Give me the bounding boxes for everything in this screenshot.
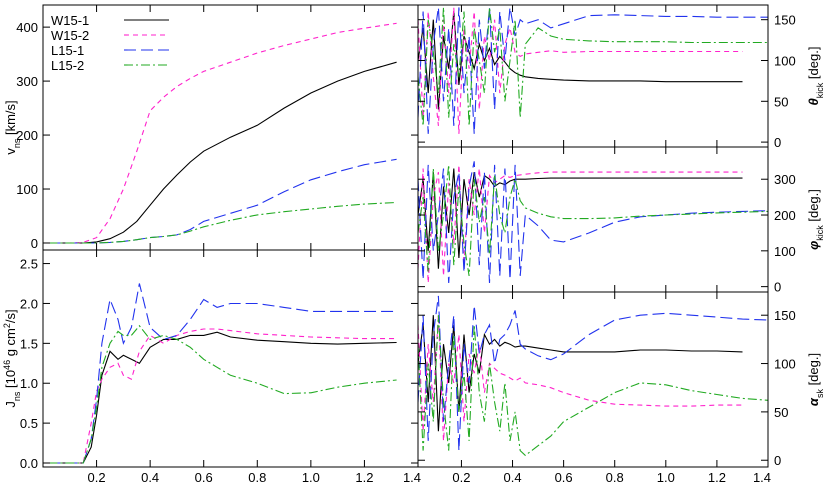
y-label-part: [deg.] bbox=[806, 47, 821, 83]
legend-label: W15-2 bbox=[51, 28, 89, 43]
series-line bbox=[48, 283, 397, 464]
series-line bbox=[418, 315, 768, 457]
y-axis-label: θkick [deg.] bbox=[806, 47, 825, 106]
y-label-part: v bbox=[3, 148, 18, 155]
y-label-part: sk bbox=[815, 389, 825, 399]
y-tick-label: 0.0 bbox=[20, 456, 38, 471]
series-line bbox=[418, 7, 768, 134]
y-label-part: /s] bbox=[3, 309, 18, 323]
panel: 0.00.51.01.52.02.50.20.40.60.81.01.21.4t… bbox=[2, 249, 421, 485]
y-label-part: [km/s] bbox=[3, 100, 18, 138]
x-tick-label: 1.0 bbox=[657, 470, 675, 485]
y-tick-label: 0 bbox=[774, 453, 781, 468]
y-label-part: g cm bbox=[3, 328, 18, 360]
x-tick-label: 0.4 bbox=[503, 470, 521, 485]
y-label-part: ns bbox=[12, 138, 22, 148]
legend-label: L15-1 bbox=[51, 43, 84, 58]
x-tick-label: 0.2 bbox=[88, 470, 106, 485]
series-line bbox=[418, 164, 743, 284]
y-tick-label: 100 bbox=[774, 357, 796, 372]
x-tick-label: 0.2 bbox=[452, 470, 470, 485]
legend-label: W15-1 bbox=[51, 13, 89, 28]
series-line bbox=[48, 324, 397, 464]
series-line bbox=[48, 158, 397, 244]
x-tick-label: 1.4 bbox=[753, 470, 771, 485]
x-tick-label: 1.2 bbox=[355, 470, 373, 485]
y-tick-label: 150 bbox=[774, 13, 796, 28]
x-tick-label: 0.8 bbox=[606, 470, 624, 485]
y-label-part: α bbox=[806, 397, 821, 406]
panel: 0 100 200 300 400 vns [km/s] W15-1W15-2L15-1L1… bbox=[3, 4, 419, 251]
y-tick-label: 1.0 bbox=[20, 376, 38, 391]
y-label-part: kick bbox=[815, 82, 825, 98]
x-tick-label: 0.6 bbox=[555, 470, 573, 485]
y-tick-label: 50 bbox=[774, 94, 788, 109]
legend-label: L15-2 bbox=[51, 58, 84, 73]
y-tick-label: 100 bbox=[774, 53, 796, 68]
y-tick-label: 300 bbox=[774, 172, 796, 187]
series-line bbox=[418, 7, 743, 134]
y-label-part: 2 bbox=[2, 323, 12, 328]
y-axis-label: αsk [deg.] bbox=[806, 353, 825, 406]
panel: 0 100 200 300 φkick [deg.] bbox=[417, 146, 825, 295]
y-tick-label: 150 bbox=[774, 308, 796, 323]
panel-frame bbox=[417, 146, 769, 293]
y-tick-label: 200 bbox=[16, 128, 38, 143]
series-line bbox=[48, 331, 397, 464]
x-tick-label: 1.0 bbox=[302, 470, 320, 485]
series-line bbox=[48, 201, 397, 244]
y-label-part: θ bbox=[806, 98, 821, 105]
y-label-part: [deg.] bbox=[806, 353, 821, 389]
y-label-part: ns bbox=[12, 391, 22, 401]
series-line bbox=[418, 161, 768, 284]
series-line bbox=[418, 164, 768, 276]
y-tick-label: 50 bbox=[774, 405, 788, 420]
y-label-part: 46 bbox=[2, 360, 12, 370]
y-tick-label: 400 bbox=[16, 20, 38, 35]
panel-frame bbox=[417, 4, 769, 148]
y-axis-label: φkick [deg.] bbox=[806, 189, 825, 250]
y-tick-label: 300 bbox=[16, 74, 38, 89]
y-tick-label: 0 bbox=[774, 135, 781, 150]
y-label-part: [10 bbox=[3, 370, 18, 392]
y-label-part: J bbox=[3, 401, 18, 408]
x-tick-label: 0.6 bbox=[195, 470, 213, 485]
y-label-part: [deg.] bbox=[806, 189, 821, 225]
series-line bbox=[418, 11, 743, 110]
y-tick-label: 1.5 bbox=[20, 336, 38, 351]
series-line bbox=[48, 61, 397, 244]
y-tick-label: 0 bbox=[774, 280, 781, 295]
y-tick-label: 100 bbox=[16, 182, 38, 197]
series-line bbox=[48, 328, 397, 464]
y-axis-label: vns [km/s] bbox=[3, 100, 22, 154]
y-tick-label: 2.5 bbox=[20, 257, 38, 272]
y-axis-label: Jns [1046 g cm2/s] bbox=[2, 309, 22, 407]
panel-frame bbox=[417, 291, 769, 468]
panel: 0 50 100 150 θkick [deg.] bbox=[417, 4, 825, 150]
y-tick-label: 2.0 bbox=[20, 296, 38, 311]
panel-frame bbox=[42, 249, 419, 468]
x-tick-label: 1.4 bbox=[403, 470, 421, 485]
series-line bbox=[418, 7, 768, 126]
y-label-part: kick bbox=[815, 225, 825, 241]
x-tick-label: 0.8 bbox=[248, 470, 266, 485]
series-line bbox=[418, 315, 743, 432]
y-label-part: φ bbox=[806, 241, 821, 250]
x-tick-label: 1.2 bbox=[708, 470, 726, 485]
series-line bbox=[48, 22, 397, 244]
series-line bbox=[418, 315, 743, 441]
y-tick-label: 200 bbox=[774, 208, 796, 223]
y-tick-label: 0 bbox=[31, 236, 38, 251]
x-tick-label: 0.4 bbox=[141, 470, 159, 485]
y-tick-label: 0.5 bbox=[20, 416, 38, 431]
series-line bbox=[418, 295, 768, 451]
y-tick-label: 100 bbox=[774, 244, 796, 259]
